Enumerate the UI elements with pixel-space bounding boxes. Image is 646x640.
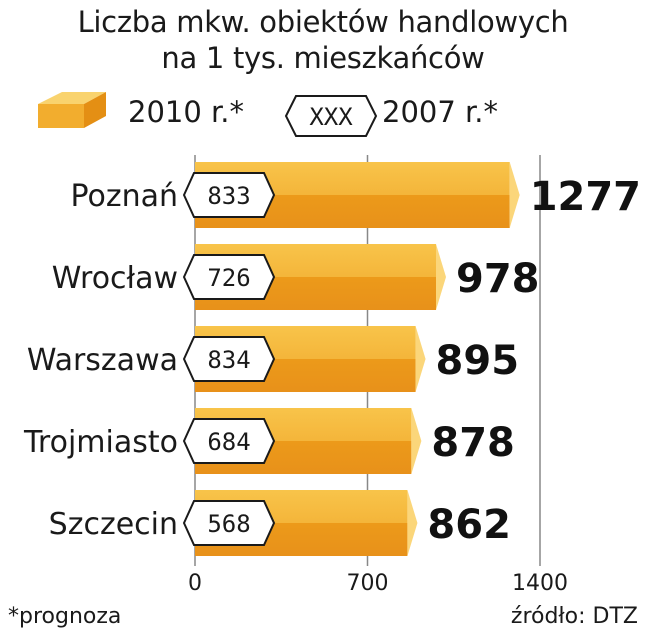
value-label-2007: 833 bbox=[207, 182, 250, 210]
legend-marker-2007-icon bbox=[284, 95, 378, 137]
value-2007-marker bbox=[182, 418, 276, 464]
legend-label-2010: 2010 r.* bbox=[128, 95, 244, 129]
bar-tip bbox=[509, 162, 520, 228]
bar-tip bbox=[411, 408, 422, 474]
bar-tip bbox=[415, 326, 426, 392]
category-label: Warszawa bbox=[27, 343, 178, 378]
value-label-2010: 978 bbox=[456, 256, 540, 302]
footnote: *prognoza bbox=[8, 604, 122, 629]
value-2007-marker bbox=[182, 336, 276, 382]
bars: Poznań 833 1277 Wrocław 726 978 Warszawa 834 895… bbox=[23, 162, 641, 556]
x-tick-label: 1400 bbox=[512, 571, 568, 596]
value-2007-marker bbox=[182, 172, 276, 218]
chart-subtitle: na 1 tys. mieszkańców bbox=[161, 41, 485, 75]
value-2007-marker bbox=[182, 500, 276, 546]
bar-tip bbox=[407, 490, 418, 556]
value-label-2010: 878 bbox=[431, 420, 514, 466]
value-label-2007: 726 bbox=[207, 264, 250, 292]
value-label-2010: 895 bbox=[436, 338, 520, 384]
value-label-2010: 862 bbox=[427, 502, 511, 548]
legend-label-2007: 2007 r.* bbox=[382, 95, 498, 129]
x-tick-label: 700 bbox=[347, 571, 389, 596]
x-axis: 0 700 1400 bbox=[188, 571, 568, 596]
value-label-2010: 1277 bbox=[530, 174, 641, 220]
value-label-2007: 684 bbox=[207, 428, 250, 456]
chart-title: Liczba mkw. obiektów handlowych bbox=[77, 5, 569, 39]
legend: 2010 r.* XXX 2007 r.* bbox=[38, 92, 498, 137]
category-label: Szczecin bbox=[49, 507, 178, 542]
value-2007-marker bbox=[182, 254, 276, 300]
bar-tip bbox=[436, 244, 447, 310]
category-label: Trojmiasto bbox=[23, 425, 178, 460]
category-label: Poznań bbox=[70, 179, 178, 214]
value-label-2007: 834 bbox=[207, 346, 250, 374]
category-label: Wrocław bbox=[52, 261, 178, 296]
x-tick-label: 0 bbox=[188, 571, 202, 596]
legend-swatch-2010-icon bbox=[38, 92, 106, 128]
value-label-2007: 568 bbox=[207, 510, 250, 538]
source-note: źródło: DTZ bbox=[510, 604, 638, 629]
legend-marker-label: XXX bbox=[309, 103, 353, 131]
